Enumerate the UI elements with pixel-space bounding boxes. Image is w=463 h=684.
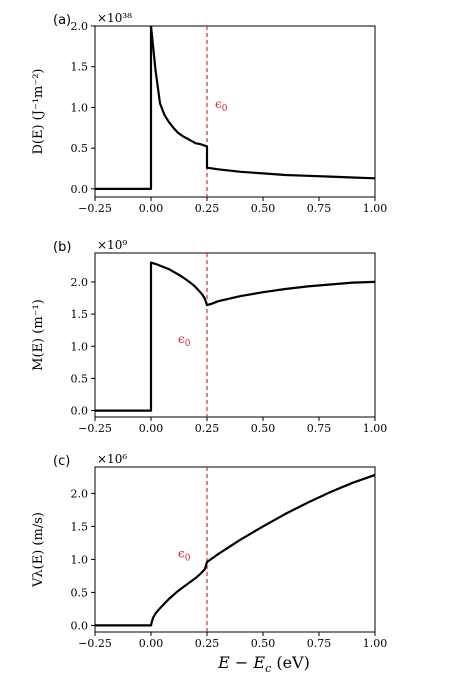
plot-frame [94, 25, 376, 198]
y-tick-label: 0.0 [71, 619, 89, 632]
x-tick-label: 0.25 [195, 202, 220, 215]
y-tick-label: 1.5 [71, 61, 89, 74]
series-line [95, 26, 375, 190]
x-tick-label: 0.50 [251, 422, 276, 435]
threshold-annotation: ϵ0 [215, 97, 228, 114]
y-axis-label: Vλ(E) (m/s) [31, 512, 46, 588]
y-tick-label: 0.5 [71, 372, 89, 385]
panel-3: −0.25 0.00 0.25 0.50 0.75 1.00 0.0 0.5 1.0 1.5 2.0… [31, 452, 387, 650]
y-tick-label: 1.5 [71, 308, 89, 321]
threshold-annotation: ϵ0 [178, 332, 191, 349]
x-tick-label: 0.00 [139, 422, 164, 435]
x-tick-label: 0.75 [307, 422, 332, 435]
plot-frame [94, 466, 376, 633]
x-tick-label: −0.25 [78, 637, 112, 650]
y-multiplier: ×10⁶ [97, 452, 127, 466]
y-tick-label: 1.5 [71, 520, 89, 533]
panel-label: (c) [53, 454, 70, 469]
x-tick-label: 0.00 [139, 637, 164, 650]
x-tick-label: 1.00 [363, 202, 388, 215]
panel-label: (b) [53, 240, 71, 255]
x-tick-label: 1.00 [363, 422, 388, 435]
x-tick-label: 0.75 [307, 202, 332, 215]
y-tick-label: 0.0 [71, 405, 89, 418]
y-multiplier: ×10⁹ [97, 238, 127, 252]
y-tick-label: 1.0 [71, 553, 89, 566]
x-tick-label: −0.25 [78, 422, 112, 435]
y-tick-label: 2.0 [71, 276, 89, 289]
x-tick-label: −0.25 [78, 202, 112, 215]
y-multiplier: ×10³⁸ [97, 11, 132, 25]
x-axis-label-main: E − E [217, 653, 265, 672]
y-tick-label: 2.0 [71, 487, 89, 500]
y-axis-label: M(E) (m⁻¹) [31, 299, 46, 371]
y-tick-label: 1.0 [71, 101, 89, 114]
threshold-annotation: ϵ0 [178, 547, 191, 564]
x-tick-label: 0.50 [251, 637, 276, 650]
y-tick-label: 0.5 [71, 142, 89, 155]
x-axis-label: E − Ec (eV) [217, 653, 310, 675]
x-axis-label-unit: (eV) [271, 653, 310, 672]
plot-frame [94, 252, 376, 418]
threshold-annotation-sub: 0 [185, 554, 191, 564]
y-tick-label: 1.0 [71, 340, 89, 353]
x-axis-label-sub: c [265, 662, 271, 675]
series-line [95, 473, 375, 627]
y-tick-label: 0.0 [71, 183, 89, 196]
x-tick-label: 0.25 [195, 637, 220, 650]
x-tick-label: 0.25 [195, 422, 220, 435]
y-tick-label: 0.5 [71, 586, 89, 599]
panel-label: (a) [53, 13, 71, 28]
y-tick-label: 2.0 [71, 20, 89, 33]
x-tick-label: 0.00 [139, 202, 164, 215]
series-line [95, 261, 375, 412]
x-tick-label: 1.00 [363, 637, 388, 650]
x-tick-label: 0.50 [251, 202, 276, 215]
panel-2: −0.25 0.00 0.25 0.50 0.75 1.00 0.0 0.5 1.0 1.5 2.0… [31, 238, 387, 435]
threshold-annotation-sub: 0 [222, 104, 228, 114]
panel-1: −0.25 0.00 0.25 0.50 0.75 1.00 0.0 0.5 1.0 1.5 2.0… [31, 11, 387, 215]
x-tick-label: 0.75 [307, 637, 332, 650]
threshold-annotation-sub: 0 [185, 339, 191, 349]
y-axis-label: D(E) (J⁻¹m⁻²) [31, 68, 46, 154]
